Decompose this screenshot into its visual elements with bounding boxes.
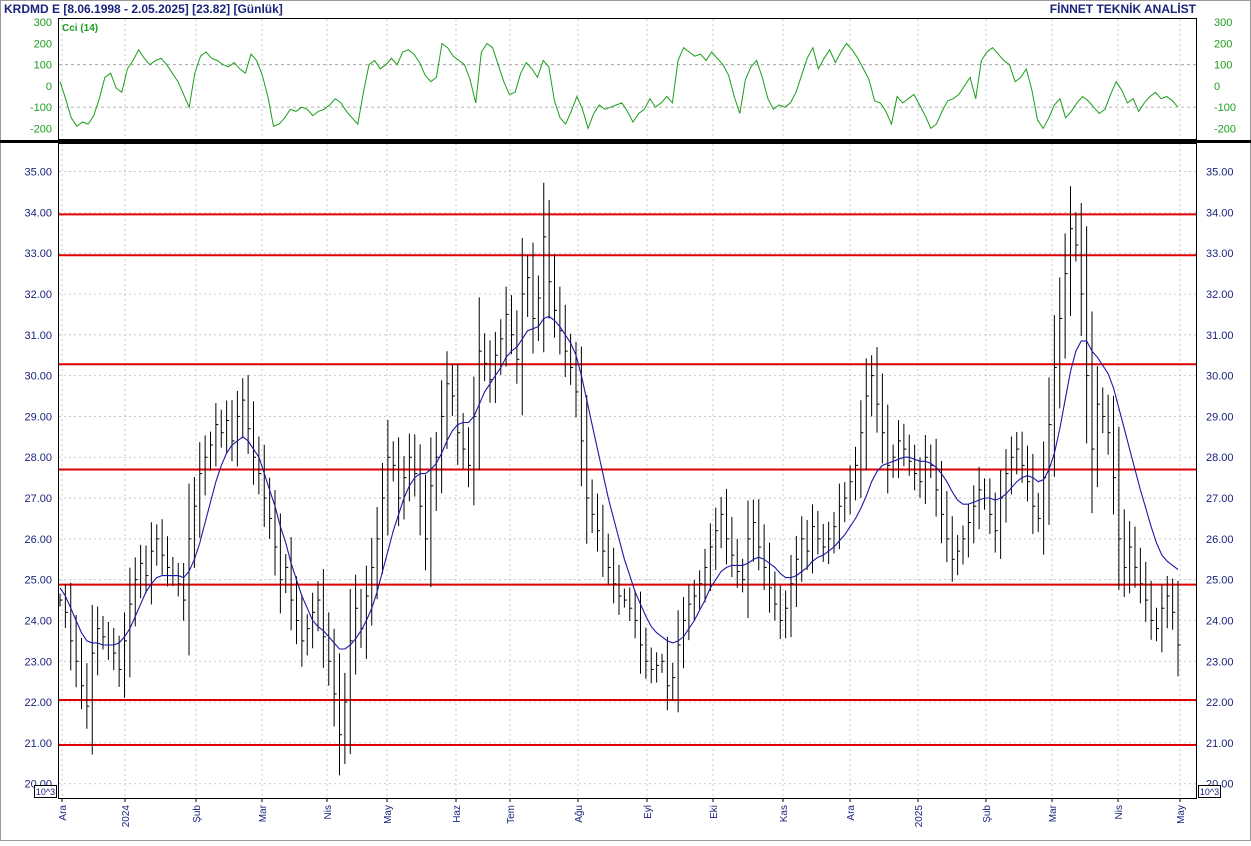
x-tick-label: Tem (506, 805, 517, 824)
cci-tick-label-left: 100 (34, 60, 52, 72)
price-tick-label-right: 24.00 (1206, 615, 1234, 627)
price-tick-label-left: 35.00 (24, 167, 52, 179)
price-panel (58, 143, 1197, 799)
x-tick-label: Ara (58, 805, 69, 821)
x-tick-label: Nis (1114, 805, 1125, 819)
price-grid (59, 144, 1196, 797)
chart-header-left: KRDMD E [8.06.1998 - 2.05.2025] [23.82] … (4, 2, 283, 16)
cci-tick-label-right: 200 (1214, 38, 1232, 50)
cci-tick-label-left: 0 (46, 81, 52, 93)
price-tick-label-right: 28.00 (1206, 452, 1234, 464)
unit-box-left (34, 785, 57, 798)
x-tick-label: Ara (846, 805, 857, 821)
cci-y-axis-right: 300 200 100 0 -100 -200 (1214, 17, 1236, 135)
price-tick-label-left: 25.00 (24, 575, 52, 587)
x-tick-label: 2024 (121, 805, 132, 828)
cci-title: Cci (14) (62, 23, 98, 34)
x-tick-label: Eki (709, 805, 720, 819)
x-tick-label: May (383, 805, 394, 824)
price-tick-label-right: 33.00 (1206, 248, 1234, 260)
cci-tick-label-right: -200 (1214, 123, 1236, 135)
price-tick-label-right: 23.00 (1206, 656, 1234, 668)
price-tick-label-left: 23.00 (24, 656, 52, 668)
price-tick-label-left: 33.00 (24, 248, 52, 260)
price-tick-label-left: 28.00 (24, 452, 52, 464)
unit-box-right (1198, 785, 1221, 798)
x-tick-label: Ağu (574, 805, 585, 823)
price-tick-label-left: 24.00 (24, 615, 52, 627)
price-tick-label-right: 22.00 (1206, 697, 1234, 709)
price-tick-label-left: 27.00 (24, 493, 52, 505)
chart-header-right: FİNNET TEKNİK ANALİST (1050, 1, 1197, 16)
cci-tick-label-left: -100 (30, 102, 52, 114)
cci-tick-label-right: -100 (1214, 102, 1236, 114)
price-tick-label-left: 29.00 (24, 411, 52, 423)
unit-label-left: 10^3 (36, 787, 55, 797)
cci-tick-label-right: 300 (1214, 17, 1232, 29)
price-tick-label-right: 29.00 (1206, 411, 1234, 423)
price-tick-label-right: 32.00 (1206, 289, 1234, 301)
price-tick-label-left: 21.00 (24, 738, 52, 750)
x-tick-label: Mar (1048, 804, 1059, 822)
x-tick-label: May (1176, 805, 1187, 824)
cci-tick-label-left: 200 (34, 38, 52, 50)
price-tick-label-left: 32.00 (24, 289, 52, 301)
price-tick-label-left: 26.00 (24, 534, 52, 546)
x-tick-label: Eyl (643, 805, 654, 819)
x-tick-label: Şub (192, 805, 203, 823)
price-tick-label-left: 31.00 (24, 330, 52, 342)
cci-tick-label-right: 0 (1214, 81, 1220, 93)
cci-tick-label-right: 100 (1214, 60, 1232, 72)
price-tick-label-right: 25.00 (1206, 575, 1234, 587)
support-resistance-levels (59, 213, 1196, 746)
price-tick-label-right: 21.00 (1206, 738, 1234, 750)
price-bars-group (59, 182, 1181, 776)
x-tick-label: Kas (779, 805, 790, 822)
x-tick-label: Haz (452, 805, 463, 823)
cci-tick-label-left: 300 (34, 17, 52, 29)
moving-average-group (59, 315, 1179, 650)
price-tick-label-right: 35.00 (1206, 167, 1234, 179)
price-tick-label-right: 30.00 (1206, 371, 1234, 383)
price-y-axis-right: 35.00 34.00 33.00 32.00 31.00 30.00 29.00 28.00… (1206, 167, 1234, 791)
cci-tick-label-left: -200 (30, 123, 52, 135)
price-tick-label-right: 26.00 (1206, 534, 1234, 546)
x-tick-label: Nis (323, 805, 334, 819)
moving-average-line (59, 315, 1179, 650)
cci-y-axis-left: 300 200 100 0 -100 -200 (30, 17, 52, 135)
price-tick-label-left: 30.00 (24, 371, 52, 383)
cci-series-group (59, 42, 1179, 130)
cci-panel (58, 18, 1197, 140)
cci-line (59, 42, 1179, 130)
panel-separator (0, 140, 1251, 143)
price-tick-label-left: 34.00 (24, 207, 52, 219)
price-tick-label-right: 34.00 (1206, 207, 1234, 219)
x-tick-label: Şub (982, 805, 993, 823)
price-tick-label-left: 22.00 (24, 697, 52, 709)
unit-label-right: 10^3 (1200, 787, 1219, 797)
price-y-axis-left: 35.00 34.00 33.00 32.00 31.00 30.00 29.00 28.00… (24, 167, 52, 791)
x-tick-label: Mar (258, 804, 269, 822)
x-tick-label: 2025 (914, 805, 925, 828)
price-tick-label-right: 31.00 (1206, 330, 1234, 342)
price-tick-label-right: 27.00 (1206, 493, 1234, 505)
x-axis: Ara 2024 Şub Mar Nis May Haz Tem Ağu Eyl Eki Kas Ara… (58, 798, 1187, 827)
